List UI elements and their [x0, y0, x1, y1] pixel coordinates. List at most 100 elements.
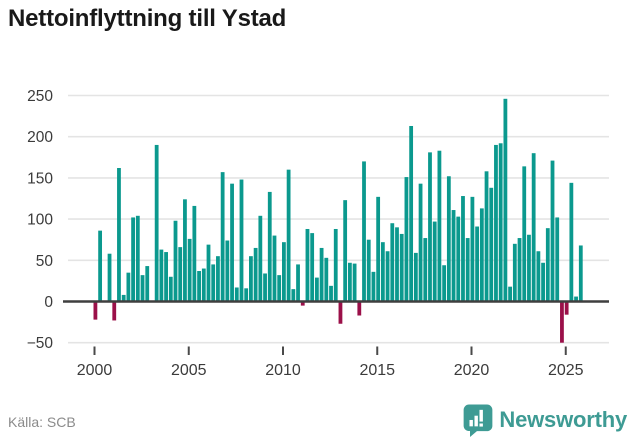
x-tick-label-2010: 2010	[265, 362, 301, 379]
bar-2004Q3	[178, 247, 183, 302]
brand-name: Newsworthy	[499, 407, 627, 432]
bar-2009Q1	[263, 273, 267, 302]
bar-2019Q4	[465, 238, 470, 302]
bar-2020Q3	[479, 208, 484, 302]
bar-2011Q1	[300, 301, 305, 306]
bar-2012Q3	[329, 285, 333, 302]
bar-2005Q3	[197, 271, 201, 302]
bar-2015Q3	[385, 251, 390, 302]
bar-2018Q1	[432, 221, 437, 302]
bar-2013Q2	[343, 200, 348, 302]
page-title: Nettoinflyttning till Ystad	[8, 5, 287, 32]
bar-2020Q2	[475, 226, 480, 302]
y-tick-label-50: 50	[36, 253, 54, 270]
bar-2008Q1	[244, 288, 249, 302]
bar-2006Q1	[206, 244, 211, 302]
bar-2009Q3	[272, 235, 277, 302]
bar-2003Q3	[159, 249, 164, 302]
bar-2023Q1	[527, 234, 531, 302]
logo-exclamation-dot	[479, 422, 484, 427]
bar-2024Q1	[545, 228, 550, 302]
bar-2025Q3	[574, 296, 578, 302]
bar-2008Q3	[253, 247, 258, 302]
bar-2022Q3	[517, 238, 522, 302]
bar-2020Q4	[484, 171, 489, 302]
bar-2002Q2	[135, 215, 140, 302]
bar-2019Q1	[451, 210, 456, 302]
logo-exclamation-bar	[479, 409, 484, 422]
bar-2016Q3	[404, 177, 409, 302]
bar-2018Q2	[437, 150, 442, 302]
bar-2005Q1	[187, 238, 192, 302]
bar-2010Q1	[282, 242, 286, 302]
bar-2006Q3	[216, 256, 220, 302]
bar-2011Q2	[305, 228, 310, 302]
bar-2007Q2	[230, 183, 234, 302]
bar-2001Q3	[121, 294, 126, 302]
bar-2011Q3	[310, 233, 315, 302]
bar-2015Q4	[390, 223, 395, 302]
bar-2012Q4	[333, 228, 338, 302]
bar-2001Q2	[117, 168, 121, 302]
bar-2000Q2	[98, 230, 103, 302]
bar-2016Q1	[395, 227, 399, 302]
bar-2002Q1	[131, 217, 135, 302]
bar-2022Q4	[522, 166, 527, 302]
bar-2006Q2	[211, 264, 216, 302]
y-tick-label-0: 0	[44, 294, 53, 311]
bar-2007Q1	[225, 240, 230, 302]
x-tick-label-2015: 2015	[359, 362, 395, 379]
bar-2017Q2	[418, 183, 423, 302]
newsworthy-branding: Newsworthy	[463, 403, 627, 437]
bar-2009Q4	[277, 275, 282, 302]
bar-2015Q1	[376, 196, 381, 302]
bar-2004Q4	[183, 199, 187, 302]
y-tick-label-250: 250	[27, 88, 53, 105]
bar-2021Q3	[498, 143, 503, 302]
bar-2022Q2	[512, 243, 517, 302]
x-tick-label-2000: 2000	[77, 362, 113, 379]
bar-2017Q4	[428, 152, 432, 302]
bar-2011Q4	[314, 277, 319, 302]
bar-2008Q2	[249, 256, 253, 302]
bar-2000Q1	[93, 301, 98, 320]
bar-2010Q3	[291, 289, 296, 302]
bar-2019Q3	[461, 196, 465, 302]
bar-2014Q3	[366, 239, 371, 302]
bar-2012Q2	[324, 257, 329, 302]
y-tick-label--50: −50	[27, 335, 54, 352]
bar-2015Q2	[380, 242, 385, 302]
bar-2025Q2	[569, 182, 574, 302]
y-tick-label-100: 100	[27, 212, 53, 229]
bar-2003Q4	[164, 252, 168, 302]
bar-2010Q4	[296, 264, 300, 302]
bar-2019Q2	[456, 216, 461, 302]
bar-2013Q4	[352, 263, 357, 302]
bar-2018Q3	[442, 265, 447, 302]
x-tick-label-2025: 2025	[548, 362, 584, 379]
bar-2014Q1	[357, 301, 362, 316]
bar-2006Q4	[220, 172, 225, 302]
bar-2024Q3	[555, 217, 560, 302]
bar-2005Q2	[192, 205, 197, 302]
bar-2020Q1	[470, 196, 475, 302]
bar-2016Q2	[399, 233, 404, 302]
bar-2007Q4	[239, 179, 244, 302]
logo-bar-1	[469, 419, 474, 426]
bar-2002Q3	[140, 275, 145, 302]
bar-2010Q2	[286, 169, 291, 302]
y-tick-label-200: 200	[27, 129, 53, 146]
bar-2013Q1	[338, 301, 343, 324]
bar-2021Q4	[503, 98, 508, 302]
bar-2024Q4	[560, 301, 564, 343]
bar-2023Q4	[541, 262, 545, 302]
bar-2016Q4	[409, 125, 414, 302]
bar-2022Q1	[508, 286, 512, 302]
bar-2023Q3	[536, 251, 541, 302]
bar-2005Q4	[201, 268, 206, 302]
bar-2021Q2	[494, 144, 498, 302]
bar-2018Q4	[446, 176, 451, 302]
bar-2001Q1	[112, 301, 117, 321]
